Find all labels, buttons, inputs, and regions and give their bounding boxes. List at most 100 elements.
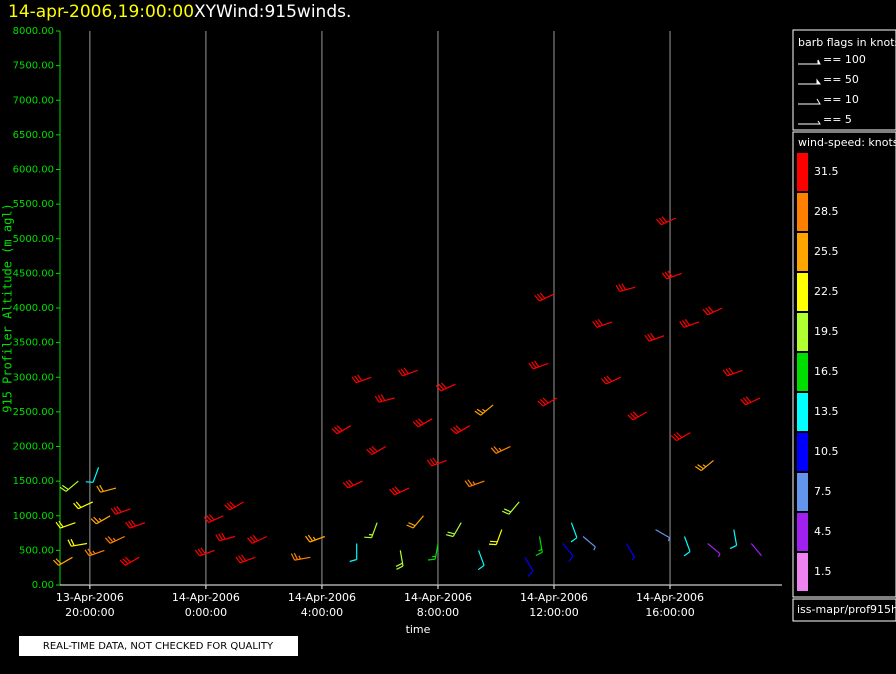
color-label: 7.5	[814, 485, 832, 498]
color-label: 13.5	[814, 405, 839, 418]
wind-barb	[389, 486, 410, 496]
y-tick-label: 2000.00	[13, 442, 54, 453]
color-swatch	[797, 473, 808, 511]
y-tick-label: 3500.00	[13, 338, 54, 349]
wind-barb	[537, 397, 558, 407]
wind-barb	[528, 360, 549, 370]
wind-barb	[342, 479, 363, 489]
wind-barb	[224, 501, 244, 511]
color-swatch	[797, 393, 808, 431]
x-tick-label: 14-Apr-2006 4:00:00	[287, 591, 356, 619]
wind-barb	[203, 514, 224, 524]
x-tick-label: 13-Apr-2006 20:00:00	[55, 591, 124, 619]
wind-barb	[445, 522, 462, 538]
wind-barb	[110, 505, 131, 515]
wind-barb	[679, 319, 700, 328]
wind-barb	[656, 216, 677, 226]
wind-barb	[592, 319, 613, 328]
wind-barb	[750, 543, 762, 557]
wind-barb	[395, 550, 404, 570]
x-tick-label: 14-Apr-2006 16:00:00	[636, 591, 705, 619]
color-label: 25.5	[814, 245, 839, 258]
wind-barb	[125, 519, 146, 529]
barb-icon	[798, 59, 821, 65]
barb-legend-label: == 10	[823, 93, 859, 106]
wind-barb	[349, 543, 358, 563]
wind-barb	[247, 534, 268, 544]
wind-barb	[412, 418, 433, 428]
color-label: 1.5	[814, 565, 832, 578]
y-tick-label: 6500.00	[13, 130, 54, 141]
wind-barb	[474, 404, 494, 416]
wind-barb	[364, 522, 378, 539]
wind-barb	[305, 534, 326, 543]
y-tick-label: 1500.00	[13, 476, 54, 487]
y-tick-label: 7500.00	[13, 61, 54, 72]
wind-barb	[435, 382, 456, 392]
wind-barb	[625, 543, 636, 561]
wind-barb	[477, 550, 485, 571]
color-swatch	[797, 513, 808, 551]
wind-barb	[235, 554, 256, 564]
color-label: 4.5	[814, 525, 832, 538]
wind-barb	[562, 543, 574, 563]
x-tick-label: 14-Apr-2006 12:00:00	[519, 591, 588, 619]
wind-barb	[524, 557, 534, 577]
title-time: 14-apr-2006,19:00:00	[8, 2, 194, 22]
wind-barb	[661, 270, 682, 280]
wind-barb	[426, 457, 447, 467]
footer-box	[19, 636, 298, 656]
y-tick-label: 8000.00	[13, 26, 54, 37]
wind-barb	[55, 520, 76, 529]
wind-barb	[351, 374, 372, 384]
y-tick-label: 500.00	[19, 545, 54, 556]
wind-barb	[535, 536, 543, 557]
wind-barb	[427, 543, 439, 561]
wind-barb	[397, 367, 418, 377]
color-label: 16.5	[814, 365, 839, 378]
color-swatch	[797, 193, 808, 231]
wind-barb	[722, 367, 743, 377]
wind-barb	[490, 445, 511, 454]
wind-barb	[670, 432, 691, 442]
wind-barb	[655, 529, 670, 542]
y-tick-label: 0.00	[32, 580, 54, 591]
color-swatch	[797, 153, 808, 191]
color-label: 19.5	[814, 325, 839, 338]
y-axis-label: 915 Profiler Altitude (m agl)	[1, 203, 15, 413]
wind-barb	[615, 283, 636, 292]
color-legend-box	[792, 131, 896, 598]
barb-icon	[798, 78, 821, 85]
wind-barb	[67, 538, 88, 547]
wind-barb	[502, 501, 520, 515]
wind-barb	[215, 532, 236, 542]
wind-barb	[683, 536, 691, 557]
source: iss-mapr/prof915h	[797, 603, 896, 616]
wind-barb	[464, 479, 485, 488]
wind-barb	[290, 552, 311, 561]
wind-barb	[488, 529, 503, 546]
wind-barb	[374, 394, 395, 403]
wind-barb	[406, 515, 424, 529]
wind-barb	[52, 556, 73, 566]
wind-barb	[582, 536, 596, 551]
wind-barb	[570, 522, 578, 543]
wind-barb	[59, 480, 79, 492]
wind-barb	[96, 484, 117, 493]
y-tick-label: 5000.00	[13, 234, 54, 245]
barb-icon	[798, 120, 821, 125]
y-tick-label: 2500.00	[13, 407, 54, 418]
color-swatch	[797, 233, 808, 271]
y-tick-label: 6000.00	[13, 165, 54, 176]
chart-title: XYWind:915winds.	[194, 2, 351, 22]
footer: REAL-TIME DATA, NOT CHECKED FOR QUALITY	[43, 641, 274, 652]
y-tick-label: 1000.00	[13, 511, 54, 522]
barb-legend-label: == 5	[823, 113, 852, 126]
color-label: 31.5	[814, 165, 839, 178]
color-legend-title: wind-speed: knots	[798, 136, 896, 149]
y-tick-label: 3000.00	[13, 372, 54, 383]
wind-barb	[694, 459, 714, 472]
wind-barb	[740, 396, 761, 406]
